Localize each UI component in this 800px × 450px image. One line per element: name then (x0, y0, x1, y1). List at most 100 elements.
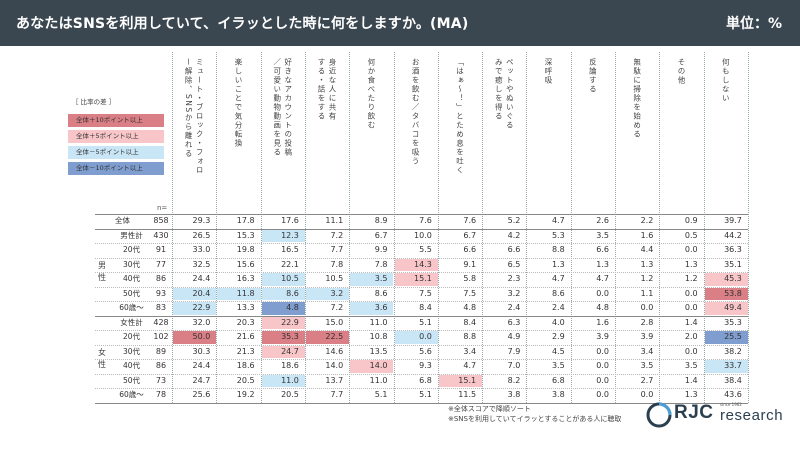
row-label: 女性計 (120, 317, 143, 327)
data-cell: 15.1 (438, 374, 483, 387)
column-header-text: ミュート・ブロック・フォロ ー解除、SNSから離れる (184, 58, 205, 175)
row-label: 60歳～ (119, 390, 144, 399)
row-n: 430 (153, 230, 169, 240)
column-header: その他 (659, 52, 703, 214)
data-cell: 0.0 (596, 361, 609, 370)
data-cell: 16.5 (281, 245, 299, 254)
data-cell: 2.7 (640, 375, 654, 385)
data-cell: 24.4 (192, 274, 211, 283)
data-cell: 3.5 (551, 361, 565, 370)
row-divider (95, 301, 748, 302)
row-divider (95, 272, 748, 273)
data-cell: 38.4 (724, 375, 742, 385)
data-cell: 5.1 (419, 317, 432, 327)
data-cell: 0.9 (684, 216, 698, 225)
data-cell: 1.3 (684, 390, 698, 399)
column-header: ペットやぬいぐる みで癒しを得る (482, 52, 526, 214)
column-header: 「はぁ～！」とため息を吐く (438, 52, 482, 214)
data-cell: 22.1 (281, 259, 299, 269)
data-cell: 25.6 (192, 390, 211, 399)
data-cell: 2.4 (551, 303, 565, 312)
data-cell: 29.3 (192, 216, 211, 225)
data-cell: 35.3 (261, 331, 305, 344)
data-cell: 17.6 (281, 216, 299, 225)
data-cell: 22.5 (305, 331, 350, 344)
table-row: 30代 77 32.5 15.6 22.1 7.8 7.8 14.3 9.1 6.5 1.3 1.3 1… (95, 258, 748, 273)
data-cell: 43.6 (724, 390, 742, 399)
data-cell: 5.5 (419, 245, 432, 254)
data-cell: 8.6 (261, 287, 305, 300)
legend-item-minus5: 全体－5ポイント以上 (68, 146, 164, 159)
data-cell: 4.7 (596, 274, 609, 283)
data-cell: 24.7 (261, 345, 305, 358)
table-row: 20代 102 50.0 21.6 35.3 22.5 10.8 0.0 8.8 4.9 2.9 3.… (95, 330, 748, 345)
data-cell: 6.6 (463, 245, 477, 254)
data-cell: 5.6 (419, 346, 432, 356)
row-divider (95, 359, 748, 360)
table-row: 50代 73 24.7 20.5 11.0 13.7 11.0 6.8 15.1 8.2 6.8 0.… (95, 374, 748, 389)
data-cell: 9.1 (463, 259, 477, 269)
data-cell: 3.5 (350, 273, 394, 286)
data-cell: 6.3 (507, 317, 521, 327)
data-cell: 35.1 (724, 259, 742, 269)
data-cell: 1.4 (684, 375, 698, 385)
row-n: 102 (153, 332, 169, 341)
data-cell: 4.7 (551, 274, 565, 283)
data-cell: 3.6 (350, 302, 394, 315)
row-divider (95, 214, 748, 215)
data-cell: 1.3 (596, 259, 609, 269)
rjc-logo: RJC since 1962 research (646, 400, 783, 430)
data-cell: 1.3 (640, 259, 654, 269)
column-header: 楽しいことで気分転換 (216, 52, 260, 214)
data-cell: 13.7 (325, 375, 344, 385)
data-cell: 3.8 (551, 390, 565, 399)
data-cell: 12.3 (261, 229, 305, 242)
data-cell: 25.5 (704, 331, 748, 344)
data-cell: 10.5 (325, 274, 344, 283)
data-cell: 8.8 (551, 245, 565, 254)
column-header-text: ペットやぬいぐる みで癒しを得る (494, 58, 515, 130)
data-cell: 3.4 (640, 346, 654, 356)
data-cell: 4.0 (551, 317, 565, 327)
data-cell: 14.0 (350, 360, 394, 373)
group-label: 男性 (98, 261, 106, 282)
data-cell: 3.5 (684, 361, 698, 370)
data-cell: 8.8 (463, 332, 477, 341)
data-cell: 0.0 (596, 390, 609, 399)
data-cell: 7.8 (330, 259, 344, 269)
row-label: 50代 (122, 375, 141, 385)
data-cell: 0.0 (640, 390, 654, 399)
data-cell: 38.2 (724, 346, 742, 356)
data-cell: 45.3 (704, 273, 748, 286)
table-row: 男性計 430 26.5 15.3 12.3 7.2 6.7 10.0 6.7 4.2 5.3 3.5… (95, 229, 748, 244)
row-n: 77 (155, 259, 167, 269)
column-divider (349, 52, 351, 403)
legend-title: ［ 比率の差 ］ (72, 98, 116, 106)
table-row: 40代 86 24.4 18.6 18.6 14.0 14.0 9.3 4.7 7.0 3.5 0.0… (95, 359, 748, 374)
logo-since-text: since 1962 (720, 402, 742, 407)
data-cell: 2.3 (507, 274, 521, 283)
data-cell: 6.8 (551, 375, 565, 385)
data-cell: 1.4 (684, 317, 698, 327)
row-divider (95, 315, 748, 317)
row-label: 50代 (122, 288, 141, 298)
column-header-text: 無駄に掃除を始める (632, 58, 642, 139)
data-cell: 0.5 (684, 230, 698, 240)
data-cell: 22.9 (173, 302, 217, 315)
data-cell: 13.3 (236, 303, 255, 312)
footnote-sample: ※SNSを利用していてイラッとすることがある人に聴取 (448, 415, 622, 423)
row-divider (95, 330, 748, 331)
data-cell: 5.8 (463, 274, 477, 283)
data-cell: 7.5 (419, 288, 432, 298)
column-divider (437, 52, 439, 403)
table-row: 全体 858 29.3 17.8 17.6 11.1 8.9 7.6 7.6 5.2 4.7 2.6 2… (95, 214, 748, 229)
data-cell: 2.6 (596, 216, 609, 225)
row-divider (95, 228, 748, 230)
footnotes: ※全体スコアで降順ソート ※SNSを利用していてイラッとすることがある人に聴取 (448, 404, 621, 424)
data-cell: 3.2 (507, 288, 521, 298)
data-cell: 15.3 (236, 230, 255, 240)
table-row: 50代 93 20.4 11.8 8.6 3.2 8.6 7.5 7.5 3.2 8.6 0.0 1.1… (95, 287, 748, 302)
logo-research-text: research (720, 407, 784, 424)
page-title: あなたはSNSを利用していて、イラッとした時に何をしますか。(MA) (16, 16, 469, 32)
legend-item-plus10: 全体＋10ポイント以上 (68, 114, 164, 127)
